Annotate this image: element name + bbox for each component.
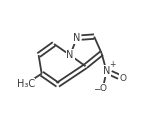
Text: O: O — [120, 74, 127, 83]
Text: O: O — [99, 84, 106, 93]
Text: N: N — [66, 50, 74, 60]
Text: +: + — [109, 60, 115, 69]
Text: H₃C: H₃C — [17, 79, 35, 89]
Text: N: N — [103, 66, 110, 76]
Text: −: − — [93, 85, 101, 94]
Text: N: N — [73, 33, 81, 43]
